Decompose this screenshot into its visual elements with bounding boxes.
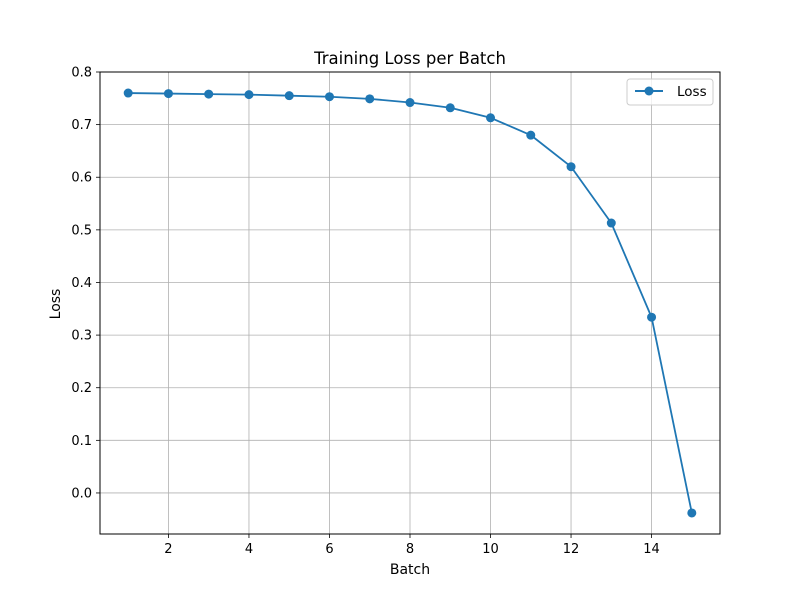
y-tick-label: 0.6 bbox=[71, 171, 92, 186]
loss-data-point bbox=[284, 91, 294, 101]
loss-data-point bbox=[163, 89, 173, 99]
loss-data-point bbox=[687, 508, 697, 518]
loss-data-point bbox=[445, 103, 455, 113]
x-tick-label: 12 bbox=[563, 542, 580, 557]
y-tick-label: 0.3 bbox=[71, 329, 92, 344]
loss-data-point bbox=[244, 90, 254, 100]
loss-data-point bbox=[566, 162, 576, 172]
y-axis-ticks: 0.0 0.1 0.2 0.3 0.4 0.5 0.6 0.7 0.8 bbox=[71, 66, 100, 501]
x-tick-label: 10 bbox=[482, 542, 499, 557]
y-tick-label: 0.0 bbox=[71, 486, 92, 501]
loss-data-point bbox=[647, 312, 657, 322]
y-tick-label: 0.8 bbox=[71, 66, 92, 81]
y-tick-label: 0.7 bbox=[71, 118, 92, 133]
loss-data-point bbox=[123, 88, 133, 98]
loss-data-point bbox=[204, 89, 214, 99]
x-tick-label: 2 bbox=[164, 542, 172, 557]
chart-title: Training Loss per Batch bbox=[313, 49, 506, 68]
x-tick-label: 4 bbox=[245, 542, 253, 557]
x-tick-label: 14 bbox=[643, 542, 660, 557]
legend-label: Loss bbox=[677, 84, 707, 100]
grid bbox=[100, 71, 720, 534]
loss-data-point bbox=[526, 130, 536, 140]
legend-marker-swatch bbox=[644, 86, 654, 96]
y-axis-label: Loss bbox=[48, 289, 64, 320]
loss-data-point bbox=[405, 98, 415, 108]
y-tick-label: 0.4 bbox=[71, 276, 92, 291]
y-tick-label: 0.1 bbox=[71, 434, 92, 449]
y-tick-label: 0.2 bbox=[71, 381, 92, 396]
loss-data-point bbox=[606, 218, 616, 228]
loss-data-point bbox=[365, 94, 375, 104]
x-axis-label: Batch bbox=[390, 562, 430, 578]
x-axis-ticks: 2 4 6 8 10 12 14 bbox=[164, 534, 660, 557]
x-tick-label: 6 bbox=[325, 542, 333, 557]
loss-data-point bbox=[324, 92, 334, 102]
legend-box bbox=[626, 78, 714, 106]
legend: Loss bbox=[626, 78, 714, 106]
series bbox=[123, 88, 697, 518]
loss-data-point bbox=[486, 113, 496, 123]
y-tick-label: 0.5 bbox=[71, 223, 92, 238]
x-tick-label: 8 bbox=[406, 542, 414, 557]
